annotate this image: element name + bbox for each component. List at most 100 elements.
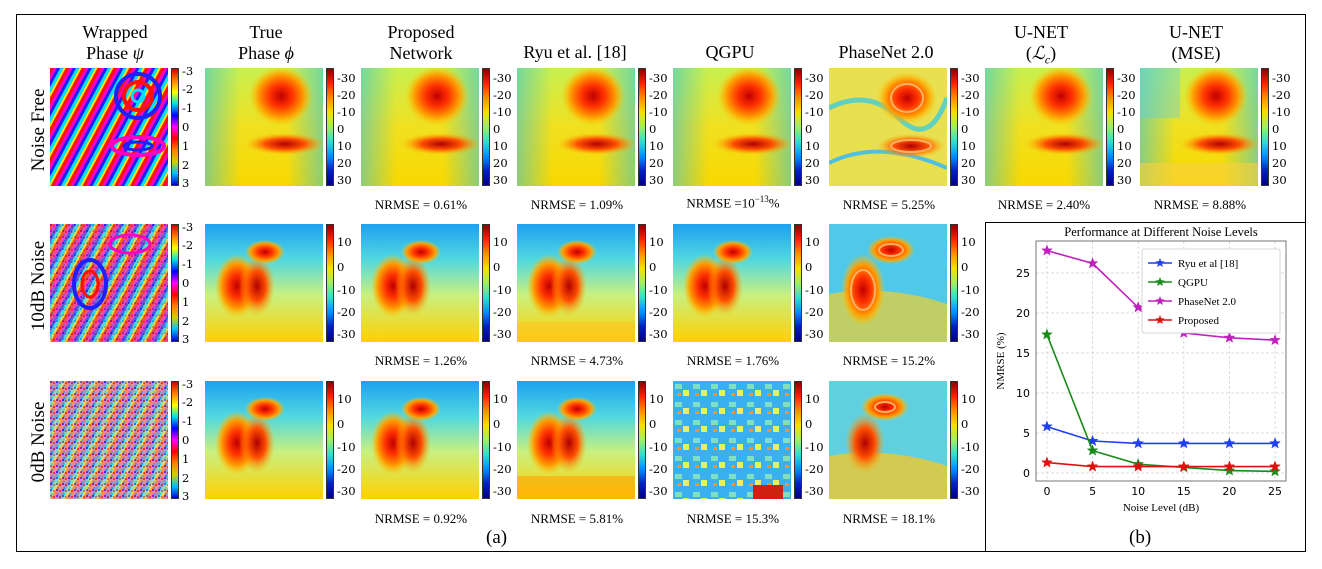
colorbar-ticks-wrapped-1: -3 -2 -1 0 1 2 3 [182,64,194,190]
col-header-unet-mse: U-NET (MSE) [1169,22,1223,63]
row-header-noise-free: Noise Free [28,88,49,172]
col-header-true: True Phase ϕ [238,22,294,63]
colorbar-ticks-true-2: 10 0 -10 -20 -30 [337,235,356,341]
colorbar-ryu-2 [638,224,646,342]
col-header-unet-lc: U-NET (ℒc) [1014,22,1068,67]
series-1-point-0 [1041,328,1053,340]
series-2-point-0 [1041,244,1053,256]
x-tick-label-0: 0 [1043,485,1050,498]
plot-area [1035,240,1287,482]
series-line-1 [1046,334,1276,473]
ryu-10db [517,224,635,342]
nrmse-proposed-noise-free: NRMSE = 0.61% [374,197,468,212]
y-tick-label-1: 5 [1023,427,1030,440]
chart-xlabel: Noise Level (dB) [1123,502,1200,514]
nrmse-phasenet-10db: NRMSE = 15.2% [842,353,936,368]
colorbar-true-2 [326,224,334,342]
colorbar-ticks-phasenet-3: 10 0 -10 -20 -30 [961,392,980,498]
series-line-0 [1046,425,1276,445]
col-header-wrapped: Wrapped Phase ψ [82,22,148,63]
caption-a: (a) [486,527,508,548]
colorbar-ryu-3 [638,381,646,499]
colorbar-ticks-wrapped-3: -3 -2 -1 0 1 2 3 [182,377,194,503]
colorbar-proposed-1 [482,68,490,186]
colorbar-qgpu-2 [794,224,802,342]
x-tick-label-4: 20 [1222,485,1236,498]
colorbar-ticks-unet-mse-1: -30 -20 -10 0 10 20 30 [1272,71,1291,187]
colorbar-ticks-proposed-2: 10 0 -10 -20 -30 [493,235,512,341]
colorbar-ticks-phasenet-2: 10 0 -10 -20 -30 [961,235,980,341]
nrmse-ryu-noise-free: NRMSE = 1.09% [530,197,624,212]
ryu-0db [517,381,635,499]
colorbar-ticks-ryu-2: 10 0 -10 -20 -30 [649,235,668,341]
colorbar-ticks-qgpu-2: 10 0 -10 -20 -30 [805,235,824,341]
nrmse-ryu-10db: NRMSE = 4.73% [530,353,624,368]
col-header-proposed: Proposed Network [387,22,455,63]
qgpu-0db [673,381,791,499]
proposed-10db [361,224,479,342]
legend-label-2: PhaseNet 2.0 [1178,296,1237,308]
proposed-noise-free [361,68,479,186]
legend-marker-1 [1155,277,1165,287]
y-tick-label-3: 15 [1016,347,1030,360]
colorbar-ticks-true-1: -30 -20 -10 0 10 20 30 [337,71,356,187]
colorbar-ticks-qgpu-3: 10 0 -10 -20 -30 [805,392,824,498]
legend-marker-0 [1155,258,1165,268]
nrmse-qgpu-noise-free: NRMSE =10−13% [686,194,780,211]
series-3-point-0 [1041,456,1053,468]
nrmse-proposed-0db: NRMSE = 0.92% [374,511,468,526]
series-0-point-2 [1132,437,1145,449]
qgpu-10db [673,224,791,342]
y-tick-label-4: 20 [1016,307,1030,320]
series-1-point-1 [1086,444,1099,456]
true-phase-0db [205,381,323,499]
caption-b: (b) [1129,527,1152,548]
colorbar-ticks-ryu-3: 10 0 -10 -20 -30 [649,392,668,498]
series-0-point-5 [1269,437,1281,449]
phasenet-0db [829,381,947,499]
colorbar-qgpu-1 [794,68,802,186]
colorbar-ryu-1 [638,68,646,186]
series-line-3 [1046,461,1276,468]
colorbar-ticks-qgpu-1: -30 -20 -10 0 10 20 30 [805,71,824,187]
legend-box [1141,248,1281,334]
col-header-phasenet: PhaseNet 2.0 [838,42,934,62]
series-3-point-1 [1086,460,1099,472]
colorbar-phasenet-1 [950,68,958,186]
colorbar-ticks-unet-lc-1: -30 -20 -10 0 10 20 30 [1117,71,1136,187]
legend-label-0: Ryu et al [18] [1178,258,1238,270]
true-phase-noise-free [205,68,323,186]
unet-lc-noise-free [985,68,1103,186]
ryu-noise-free [517,68,635,186]
nrmse-ryu-0db: NRMSE = 5.81% [530,511,624,526]
colorbar-ticks-proposed-3: 10 0 -10 -20 -30 [493,392,512,498]
series-2-point-1 [1086,257,1099,269]
legend-label-3: Proposed [1178,315,1219,327]
colorbar-wrapped-2 [171,224,179,342]
wrapped-phase-0db [50,381,168,499]
colorbar-ticks-wrapped-2: -3 -2 -1 0 1 2 3 [182,220,194,346]
phasenet-10db [829,224,947,342]
legend-label-1: QGPU [1178,277,1208,289]
colorbar-true-1 [326,68,334,186]
series-3-point-4 [1223,460,1236,472]
series-2-point-4 [1223,331,1236,343]
series-0-point-3 [1177,437,1190,449]
colorbar-proposed-2 [482,224,490,342]
legend-marker-2 [1155,296,1165,306]
chart-title: Performance at Different Noise Levels [1064,225,1258,239]
qgpu-noise-free [673,68,791,186]
nrmse-unet-lc-noise-free: NRMSE = 2.40% [997,197,1091,212]
col-header-ryu: Ryu et al. [18] [523,42,627,62]
colorbar-unet-mse-1 [1261,68,1269,186]
colorbar-ticks-true-3: 10 0 -10 -20 -30 [337,392,356,498]
colorbar-qgpu-3 [794,381,802,499]
phasenet-noise-free [829,68,947,186]
series-3-point-3 [1177,460,1190,472]
colorbar-unet-lc-1 [1106,68,1114,186]
legend-marker-3 [1155,315,1165,325]
nrmse-phasenet-0db: NRMSE = 18.1% [842,511,936,526]
colorbar-ticks-proposed-1: -30 -20 -10 0 10 20 30 [493,71,512,187]
true-phase-10db [205,224,323,342]
nrmse-phasenet-noise-free: NRMSE = 5.25% [842,197,936,212]
